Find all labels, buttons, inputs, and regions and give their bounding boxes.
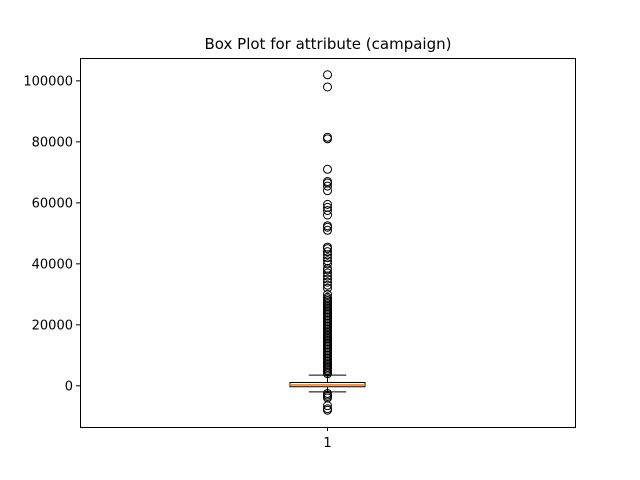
x-axis: 1 <box>323 427 332 451</box>
outlier-point <box>323 283 332 293</box>
outlier-point <box>323 164 332 174</box>
outlier-point <box>323 401 332 411</box>
outlier-point <box>323 253 332 263</box>
outlier-point <box>323 250 332 260</box>
outlier-point <box>323 181 332 191</box>
outlier-point <box>323 247 332 257</box>
outlier-point <box>323 244 332 254</box>
x-tick-label: 1 <box>323 436 331 451</box>
outlier-point <box>323 199 332 209</box>
outlier-point <box>323 274 332 284</box>
outlier-point <box>323 271 332 281</box>
outlier-point <box>323 222 332 232</box>
outlier-point <box>323 280 332 290</box>
y-tick-label: 0 <box>65 379 73 394</box>
y-tick-label: 20000 <box>32 318 73 333</box>
y-axis: 0 20000 40000 60000 80000 100000 <box>23 74 80 394</box>
outlier-point <box>323 268 332 278</box>
outlier-point <box>323 277 332 287</box>
chart-title: Box Plot for attribute (campaign) <box>205 35 452 53</box>
plot-area <box>289 70 366 415</box>
y-tick-label: 100000 <box>23 74 73 89</box>
outlier-point <box>323 405 332 415</box>
outlier-point <box>323 134 332 144</box>
y-tick-label: 80000 <box>32 135 73 150</box>
outlier-point <box>323 225 332 235</box>
outlier-point <box>323 205 332 215</box>
outlier-point <box>323 82 332 92</box>
outlier-point <box>323 210 332 220</box>
outlier-point <box>323 186 332 196</box>
outlier-point <box>323 259 332 269</box>
y-tick-label: 40000 <box>32 257 73 272</box>
y-tick-label: 60000 <box>32 196 73 211</box>
outlier-point <box>323 265 332 275</box>
outlier-point <box>323 70 332 80</box>
outlier-point <box>323 369 332 379</box>
